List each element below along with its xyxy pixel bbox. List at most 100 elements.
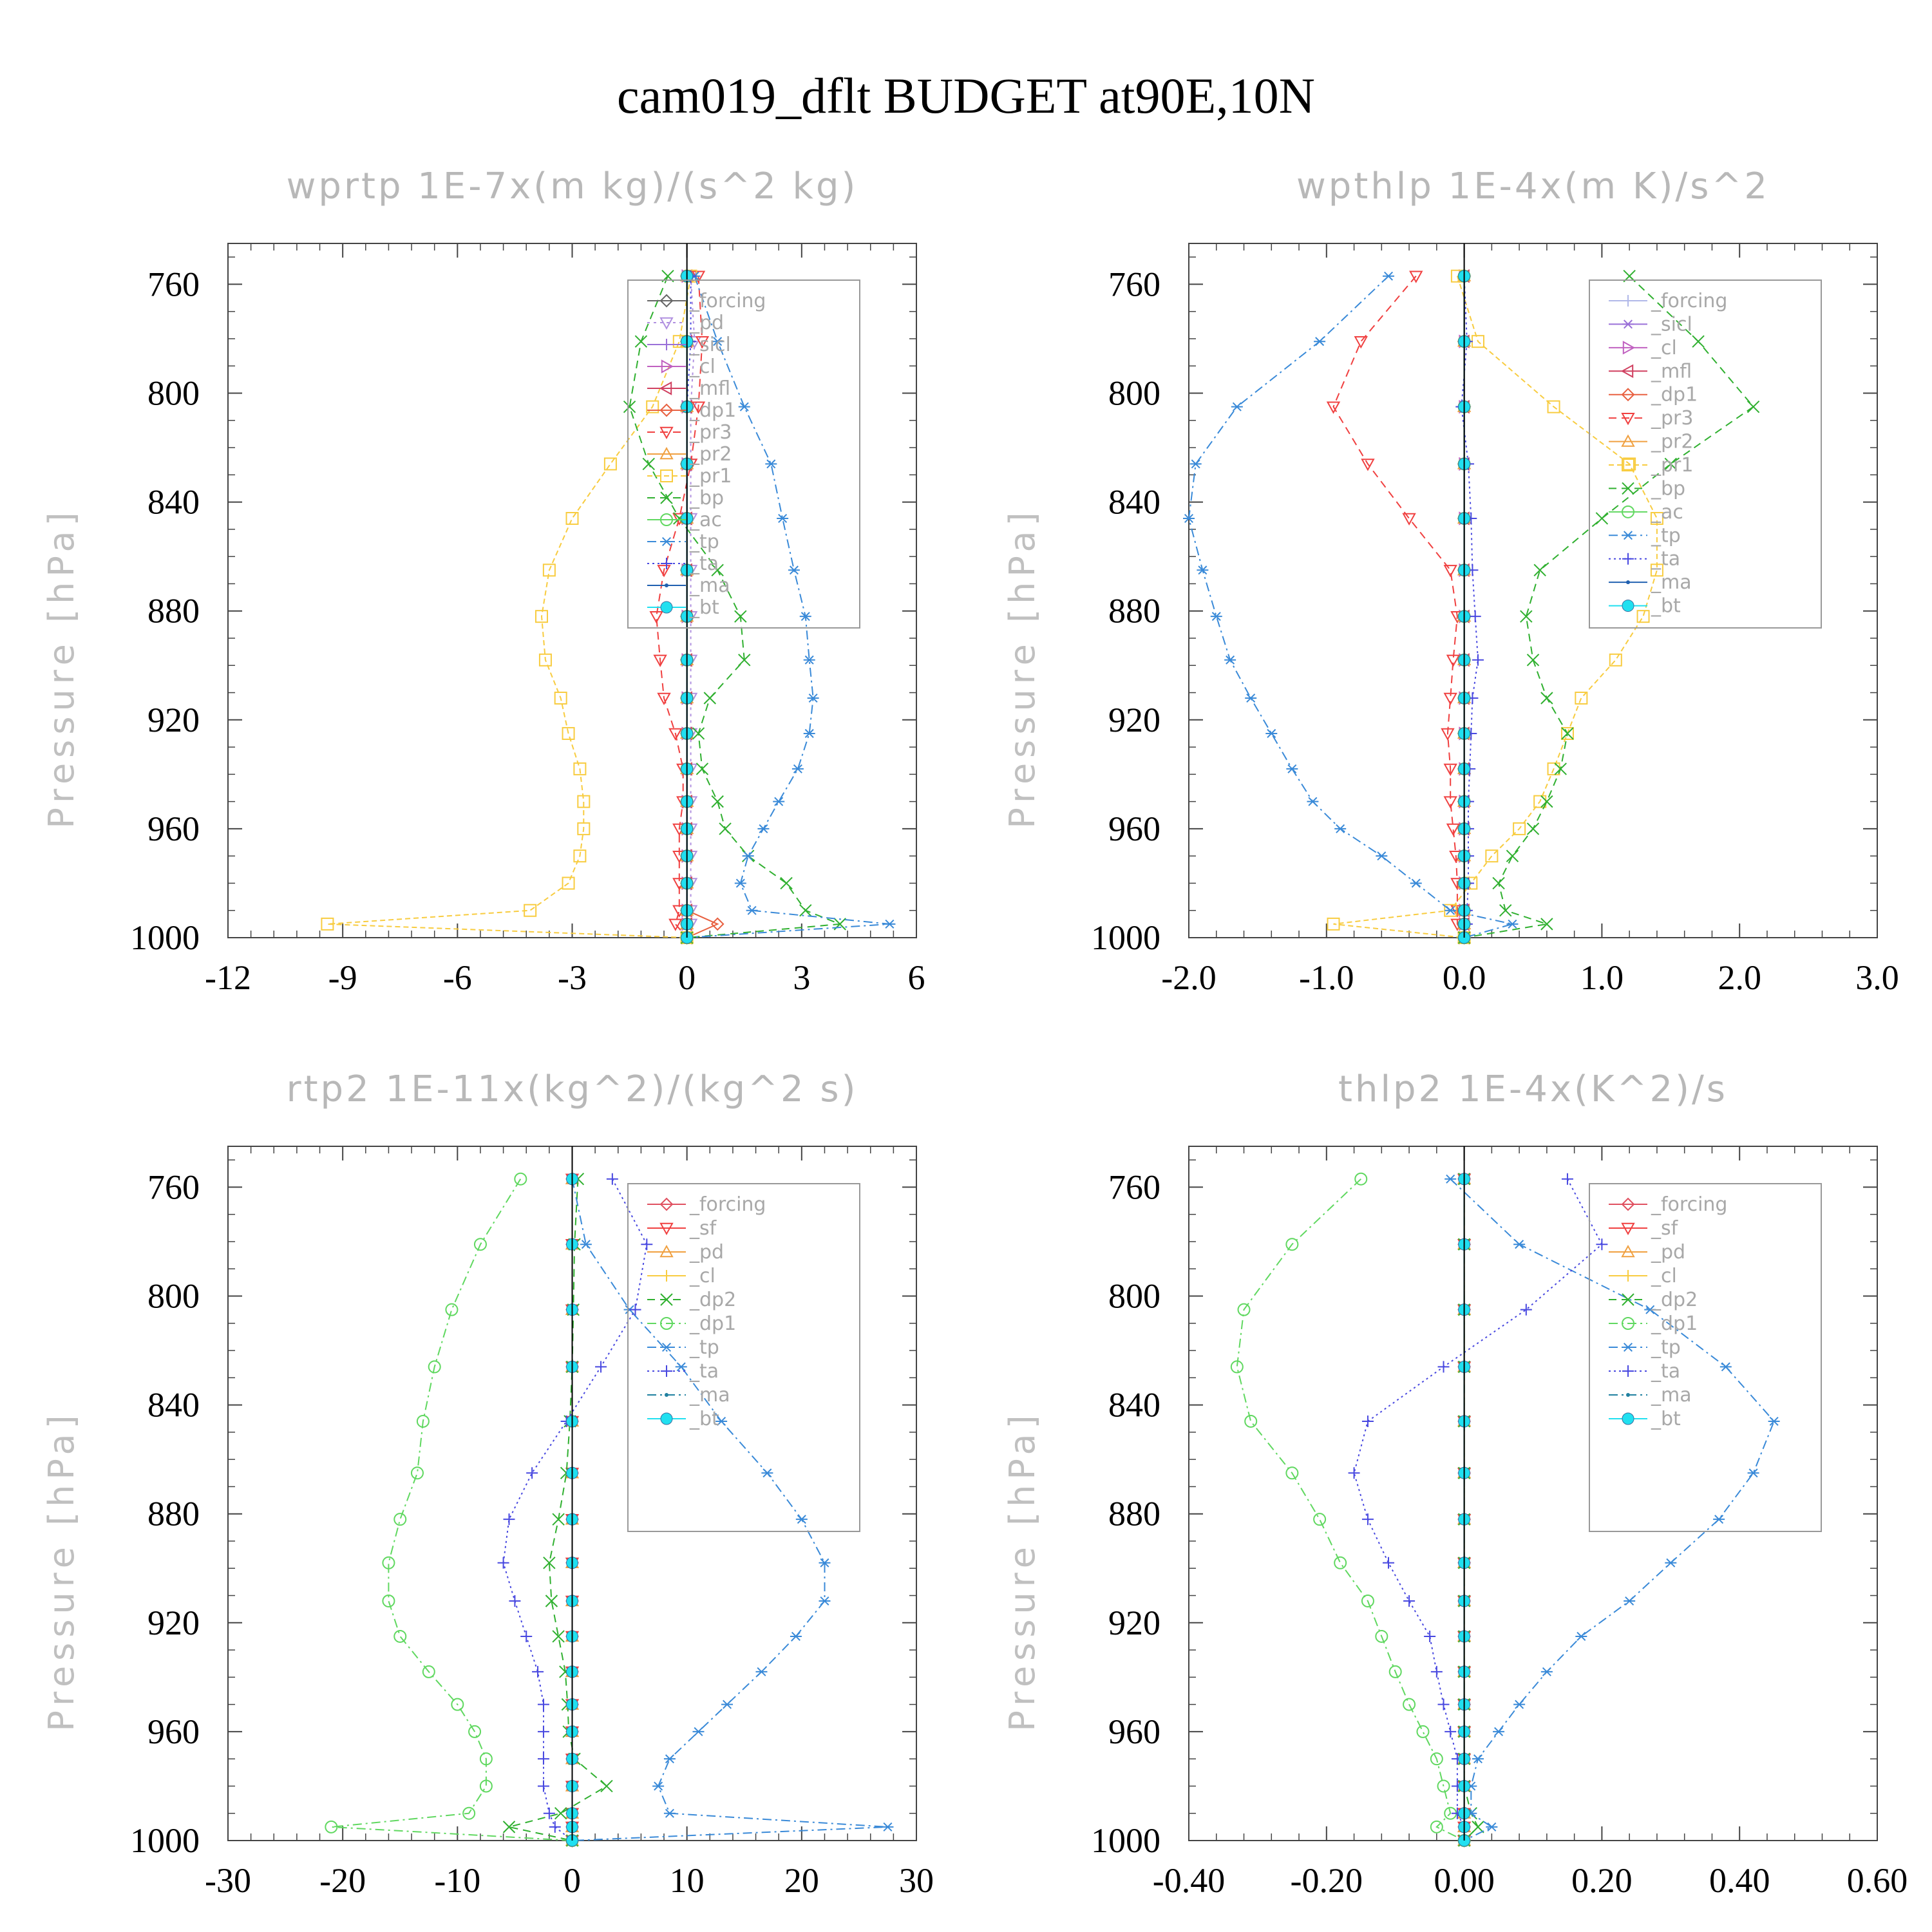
data-point: [1444, 1725, 1457, 1738]
data-point: [1286, 764, 1298, 773]
data-point: [1383, 1557, 1395, 1569]
data-point: [711, 564, 724, 577]
series-line: [1333, 276, 1658, 938]
data-point: [1348, 1467, 1360, 1479]
legend-entry: _bt: [689, 596, 719, 619]
data-point: [703, 692, 717, 705]
data-point: [1526, 654, 1540, 667]
chart-panels: wprtp 1E-7x(m kg)/(s^2 kg)-12 -9 -6 -3 0 3 676…: [41, 166, 1908, 1900]
legend-marker: [1620, 364, 1634, 378]
data-point: [755, 1667, 768, 1676]
y-tick-label: 760: [1108, 265, 1160, 303]
x-tick-label: 3: [793, 958, 810, 997]
data-point: [543, 1807, 555, 1819]
data-point: [451, 1698, 464, 1711]
legend-entry: _sf: [1651, 1217, 1679, 1240]
legend-entry: _dp1: [1651, 384, 1698, 406]
legend-marker: [659, 1222, 674, 1236]
data-point: [462, 1806, 476, 1820]
x-tick-label: -6: [443, 958, 472, 997]
panel-3: rtp2 1E-11x(kg^2)/(kg^2 s) -30 -20 -10 0 10 20…: [41, 1068, 934, 1900]
y-tick-label: 960: [147, 810, 200, 848]
data-point: [1237, 1303, 1251, 1316]
data-point: [1624, 1596, 1636, 1605]
data-point: [1526, 822, 1540, 835]
data-point: [1533, 795, 1547, 808]
data-point: [653, 654, 667, 667]
data-point: [1485, 849, 1499, 863]
data-point: [1197, 565, 1209, 575]
legend-entry: _cl: [1651, 337, 1677, 359]
legend-entry: _cl: [689, 355, 715, 378]
data-point: [410, 1466, 424, 1480]
series-ta: [1348, 1173, 1608, 1846]
data-point: [1469, 611, 1481, 623]
data-point: [765, 459, 777, 469]
data-point: [1285, 1238, 1299, 1251]
legend-entry: _bt: [1651, 1408, 1681, 1430]
y-tick-label: 800: [147, 374, 200, 413]
legend-marker: [1622, 1412, 1634, 1425]
legend-marker: [659, 426, 674, 440]
legend-marker: [665, 583, 668, 587]
panel-2: wpthlp 1E-4x(m K)/s^2 -2.0 -1.0 0.0 1.0 2.0 3.…: [1002, 166, 1899, 997]
legend-entry: _pr3: [689, 421, 732, 444]
series-line: [571, 1179, 888, 1841]
y-tick-label: 800: [147, 1277, 200, 1316]
legend-entry: _pd: [689, 312, 724, 334]
data-point: [721, 1700, 734, 1709]
data-point: [1596, 1238, 1608, 1251]
data-point: [1547, 400, 1560, 413]
y-tick-label: 760: [147, 1168, 200, 1206]
legend-marker: [1626, 580, 1630, 585]
data-point: [807, 693, 819, 703]
x-tick-label: -2.0: [1161, 958, 1216, 997]
data-point: [675, 1362, 687, 1372]
data-point: [696, 762, 709, 775]
panel-title: rtp2 1E-11x(kg^2)/(kg^2 s): [287, 1068, 858, 1110]
data-point: [1361, 459, 1375, 471]
legend-entry: _dp1: [689, 399, 736, 422]
data-point: [1410, 878, 1422, 888]
data-point: [761, 1468, 773, 1478]
data-point: [1665, 1558, 1677, 1567]
data-point: [1443, 565, 1457, 578]
legend-entry: _ma: [1651, 1384, 1692, 1406]
data-point: [393, 1513, 407, 1526]
data-point: [603, 457, 617, 471]
y-tick-label: 960: [1108, 1712, 1160, 1751]
y-axis-label: Pressure [hPa]: [1002, 507, 1043, 828]
data-point: [1210, 612, 1222, 621]
y-tick-label: 840: [1108, 483, 1160, 522]
data-point: [1383, 271, 1395, 281]
data-point: [1472, 1821, 1484, 1833]
legend-entry: _ma: [689, 574, 730, 597]
plot-frame: [1188, 1146, 1878, 1841]
x-tick-label: 0: [564, 1861, 581, 1900]
data-point: [538, 653, 552, 667]
y-tick-label: 880: [147, 592, 200, 630]
data-point: [1424, 1630, 1436, 1642]
data-point: [1446, 823, 1461, 836]
x-tick-label: -0.20: [1291, 1861, 1363, 1900]
data-point: [1540, 692, 1553, 705]
series-line: [1353, 1179, 1603, 1841]
legend-marker: [1622, 295, 1634, 307]
data-point: [1437, 1698, 1450, 1710]
data-point: [422, 1665, 435, 1678]
x-tick-label: 0.0: [1443, 958, 1486, 997]
data-point: [479, 1752, 493, 1766]
data-point: [1314, 337, 1326, 346]
panel-4: thlp2 1E-4x(K^2)/s -0.40 -0.20 0.00 0.20 0.40…: [1002, 1068, 1908, 1900]
x-tick-label: -10: [434, 1861, 480, 1900]
data-point: [780, 876, 793, 890]
legend-entry: _ma: [1651, 571, 1692, 594]
series-line: [1188, 275, 1513, 938]
x-tick-label: 0.40: [1709, 1861, 1770, 1900]
data-point: [1376, 851, 1388, 861]
x-tick-label: 1.0: [1580, 958, 1624, 997]
series-line: [502, 1179, 648, 1841]
data-point: [382, 1594, 395, 1607]
legend-marker: [1622, 319, 1634, 329]
data-point: [1441, 728, 1455, 741]
